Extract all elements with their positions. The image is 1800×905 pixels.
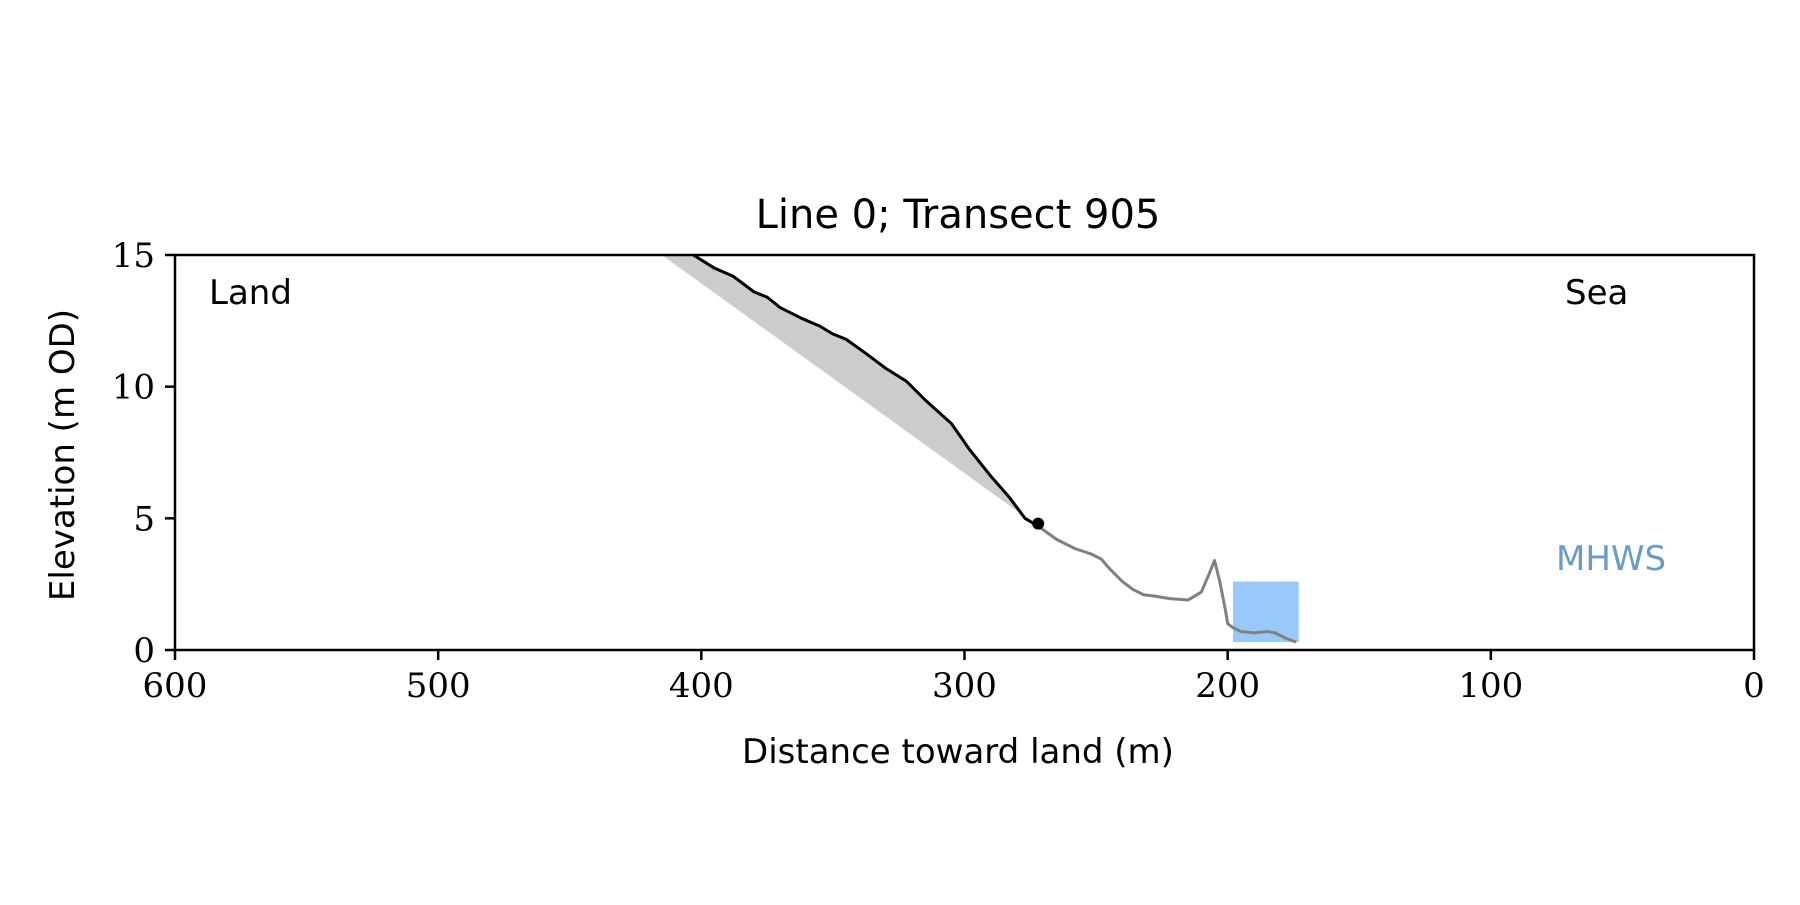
x-tick-label-0: 0 bbox=[1743, 666, 1765, 706]
mhws-label: MHWS bbox=[1556, 539, 1666, 579]
x-tick-label-200: 200 bbox=[1195, 666, 1260, 706]
x-tick-label-300: 300 bbox=[932, 666, 997, 706]
cliff-profile-series bbox=[692, 253, 1039, 528]
y-tick-label-0: 0 bbox=[133, 631, 155, 671]
x-tick-label-400: 400 bbox=[669, 666, 734, 706]
cliff-toe-point bbox=[1032, 517, 1045, 530]
y-tick-label-10: 10 bbox=[112, 368, 155, 408]
x-axis-label: Distance toward land (m) bbox=[742, 732, 1174, 772]
y-axis-label: Elevation (m OD) bbox=[43, 309, 83, 601]
x-tick-label-600: 600 bbox=[143, 666, 208, 706]
y-tick-label-15: 15 bbox=[112, 236, 155, 276]
y-tick-label-5: 5 bbox=[133, 499, 155, 539]
plot-area: 600 500 400 300 200 100 0 0 5 10 15 bbox=[112, 236, 1765, 706]
shaded-region bbox=[661, 255, 1039, 527]
chart-title: Line 0; Transect 905 bbox=[756, 192, 1161, 238]
land-label: Land bbox=[209, 273, 292, 313]
sea-label: Sea bbox=[1565, 273, 1628, 313]
beach-profile-series bbox=[1037, 525, 1297, 644]
x-tick-label-100: 100 bbox=[1458, 666, 1523, 706]
x-tick-label-500: 500 bbox=[406, 666, 471, 706]
